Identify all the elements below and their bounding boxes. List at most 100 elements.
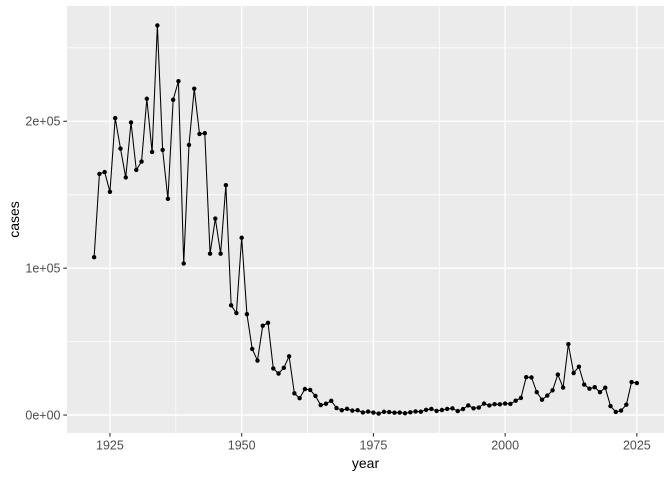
data-point bbox=[497, 402, 503, 407]
data-point bbox=[160, 147, 165, 153]
data-point bbox=[603, 385, 608, 390]
data-point bbox=[260, 323, 265, 328]
data-point bbox=[397, 410, 402, 415]
data-point bbox=[455, 408, 460, 414]
data-point bbox=[539, 397, 545, 402]
y-tick-label: 1e+05 bbox=[25, 261, 60, 275]
data-point bbox=[339, 408, 344, 413]
data-point bbox=[571, 370, 576, 376]
data-point bbox=[344, 406, 350, 412]
data-point bbox=[476, 405, 481, 410]
data-point bbox=[97, 171, 102, 177]
data-point bbox=[276, 371, 281, 376]
x-tick-label: 1975 bbox=[359, 439, 387, 453]
data-point bbox=[265, 320, 271, 326]
data-point bbox=[302, 386, 308, 392]
data-point bbox=[502, 401, 508, 406]
data-point bbox=[281, 365, 287, 371]
data-point bbox=[518, 395, 524, 401]
data-point bbox=[91, 255, 97, 260]
data-point bbox=[197, 131, 202, 137]
data-point bbox=[313, 393, 318, 399]
data-point bbox=[181, 261, 186, 266]
data-point bbox=[329, 398, 334, 403]
data-point bbox=[402, 411, 408, 416]
data-point bbox=[524, 374, 529, 380]
gridlines-minor bbox=[67, 6, 664, 433]
data-point bbox=[629, 379, 634, 385]
data-point bbox=[487, 403, 492, 408]
data-point bbox=[144, 96, 150, 101]
data-point bbox=[587, 386, 592, 391]
data-point bbox=[170, 97, 176, 102]
data-point bbox=[624, 402, 629, 407]
data-point bbox=[387, 409, 392, 415]
chart-panel bbox=[67, 6, 664, 433]
data-point bbox=[139, 159, 144, 164]
data-point bbox=[318, 402, 323, 408]
data-point bbox=[534, 389, 539, 395]
data-point bbox=[466, 403, 471, 408]
data-point bbox=[418, 409, 424, 414]
data-point bbox=[118, 146, 123, 151]
data-point bbox=[555, 372, 561, 377]
data-point bbox=[471, 406, 476, 411]
data-point bbox=[213, 216, 218, 221]
y-tick-label: 0e+00 bbox=[25, 408, 60, 422]
x-tick-label: 2000 bbox=[491, 439, 519, 453]
axis-tick-marks bbox=[63, 120, 638, 437]
data-point bbox=[508, 401, 513, 407]
data-point bbox=[360, 410, 366, 415]
data-point bbox=[597, 389, 603, 395]
data-point bbox=[365, 409, 371, 414]
data-point bbox=[228, 303, 234, 308]
x-tick-label: 2025 bbox=[623, 439, 651, 453]
y-axis-title: cases bbox=[6, 201, 22, 238]
data-point bbox=[271, 366, 276, 371]
data-point bbox=[581, 382, 587, 387]
y-tick-label: 2e+05 bbox=[25, 115, 60, 129]
data-point bbox=[450, 406, 455, 411]
data-point bbox=[286, 354, 292, 359]
data-point bbox=[239, 235, 244, 240]
data-point bbox=[134, 167, 139, 173]
data-point bbox=[297, 396, 302, 401]
x-axis-title: year bbox=[352, 455, 380, 471]
data-point bbox=[165, 196, 171, 201]
data-point bbox=[423, 407, 429, 413]
data-point bbox=[350, 408, 355, 413]
data-point bbox=[292, 391, 297, 396]
data-point bbox=[618, 408, 624, 413]
data-point bbox=[381, 409, 387, 415]
gridlines-major bbox=[67, 6, 664, 433]
data-point bbox=[155, 23, 160, 28]
data-point bbox=[234, 310, 239, 316]
data-point bbox=[613, 409, 618, 415]
data-point bbox=[250, 346, 255, 352]
series-points bbox=[91, 23, 640, 416]
data-point bbox=[186, 142, 192, 148]
data-point bbox=[592, 385, 597, 390]
data-point bbox=[492, 402, 497, 407]
data-point bbox=[207, 251, 213, 256]
x-tick-label: 1950 bbox=[228, 439, 256, 453]
data-point bbox=[307, 387, 313, 393]
data-point bbox=[218, 251, 223, 256]
data-point bbox=[434, 408, 439, 414]
data-point bbox=[608, 403, 613, 409]
data-point bbox=[323, 401, 329, 406]
data-point bbox=[176, 78, 181, 84]
data-point bbox=[223, 182, 229, 188]
data-point bbox=[566, 341, 571, 347]
data-point bbox=[634, 380, 640, 386]
data-point bbox=[123, 175, 128, 180]
data-point bbox=[128, 120, 134, 125]
data-point bbox=[192, 86, 197, 91]
data-point bbox=[334, 405, 339, 411]
data-point bbox=[392, 410, 397, 415]
data-point bbox=[560, 385, 566, 390]
data-point bbox=[202, 131, 207, 136]
data-point bbox=[113, 115, 118, 121]
data-point bbox=[149, 149, 155, 155]
